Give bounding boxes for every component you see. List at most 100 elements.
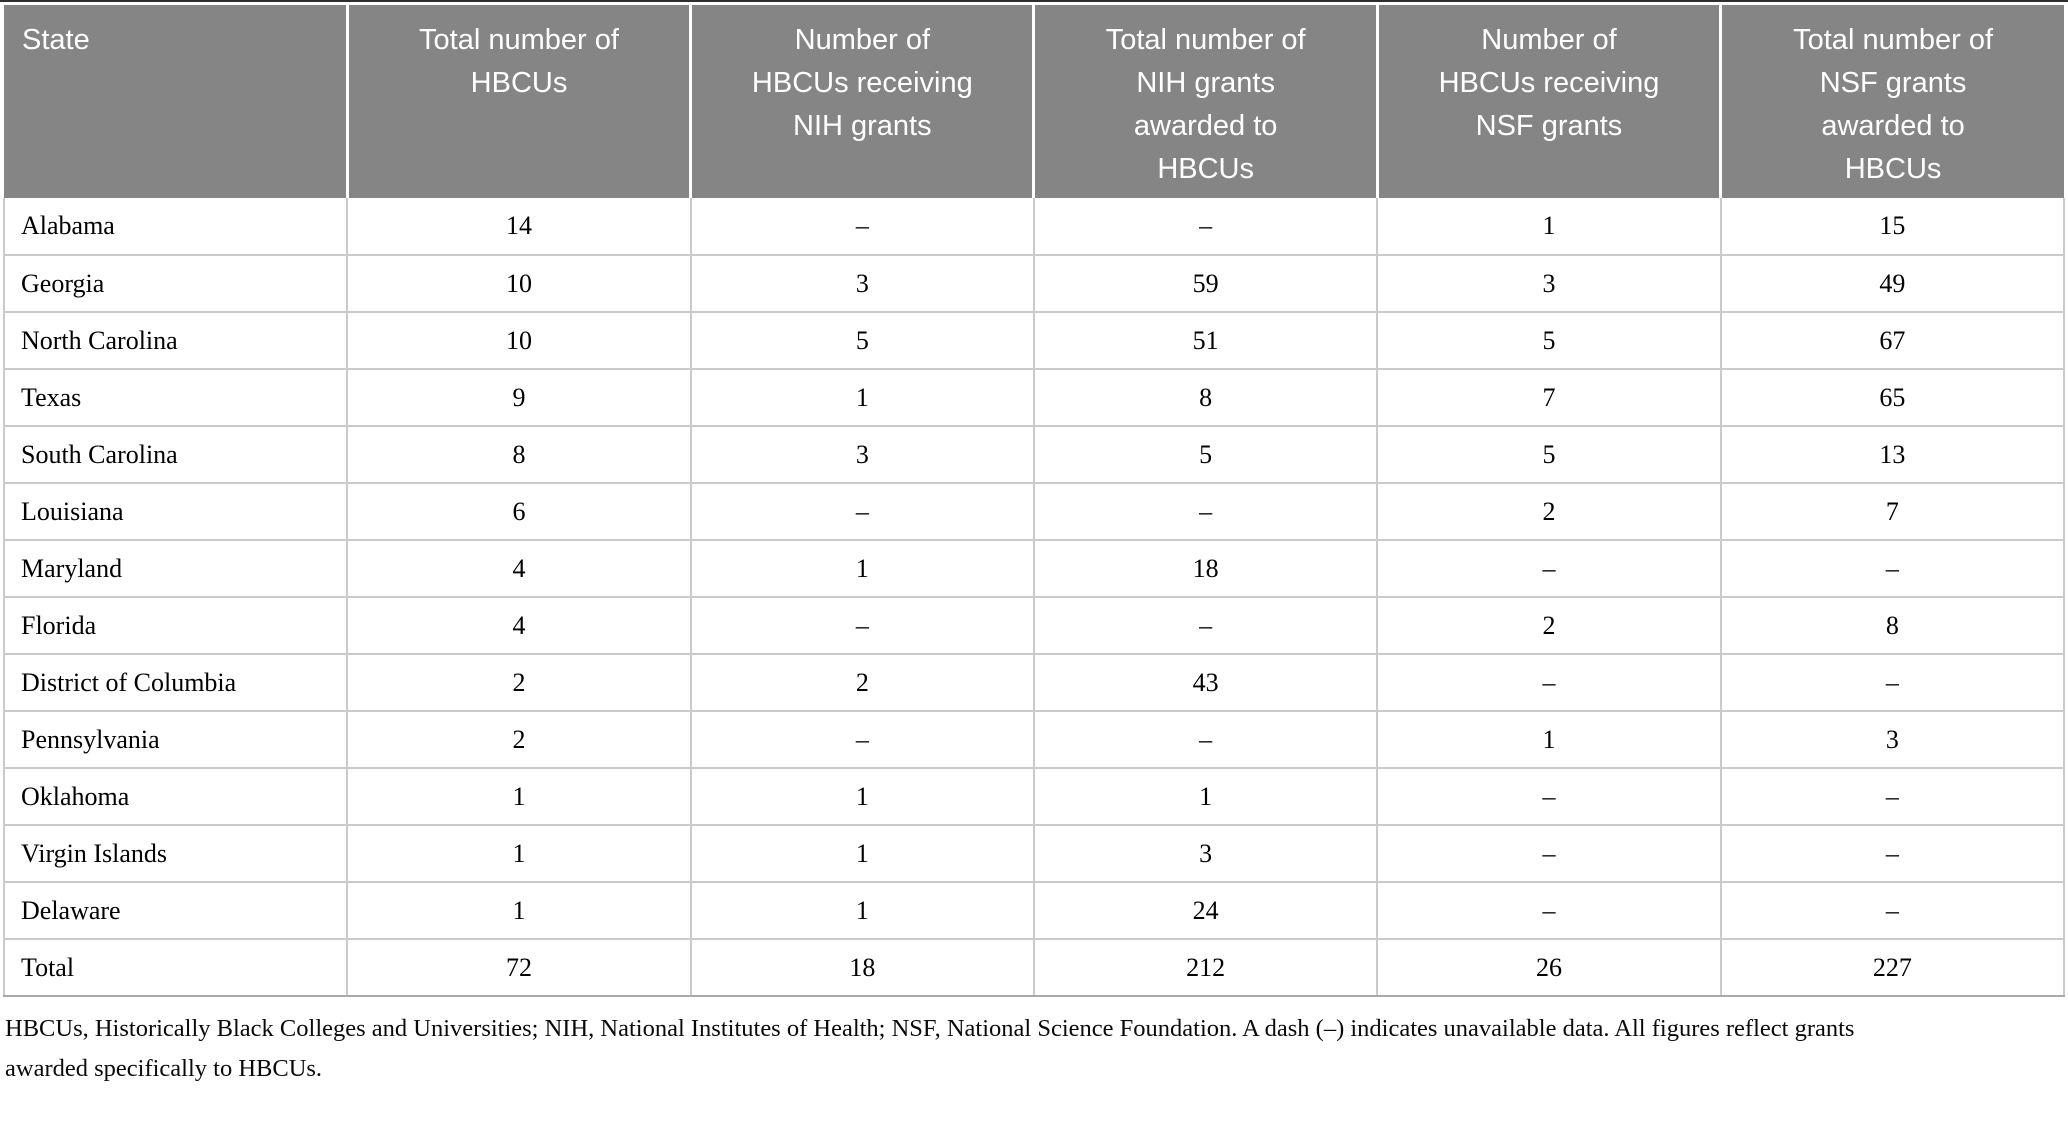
table-row: Georgia 10 3 59 3 49: [2, 255, 2066, 313]
value-cell: 5: [1032, 426, 1379, 484]
value-cell: 1: [346, 882, 692, 940]
value-cell: 3: [689, 426, 1035, 484]
value-cell: –: [1719, 654, 2066, 712]
column-header-hbcus-nih-grants: Number of HBCUs receiving NIH grants: [689, 5, 1034, 198]
table-figure: State Total number of HBCUs Number of HB…: [0, 0, 2068, 1082]
value-cell: 7: [1376, 369, 1722, 427]
table-row: North Carolina 10 5 51 5 67: [2, 312, 2066, 370]
column-header-hbcus-nsf-grants: Number of HBCUs receiving NSF grants: [1375, 5, 1721, 198]
table-row: Maryland 4 1 18 – –: [2, 540, 2066, 598]
value-cell: 4: [346, 597, 692, 655]
state-cell: Texas: [2, 369, 349, 427]
table-header: State Total number of HBCUs Number of HB…: [4, 5, 2064, 198]
value-cell: 1: [689, 882, 1035, 940]
state-cell: North Carolina: [2, 312, 349, 370]
value-cell: 8: [346, 426, 692, 484]
header-row: State Total number of HBCUs Number of HB…: [4, 5, 2064, 198]
value-cell: 51: [1032, 312, 1379, 370]
value-cell: 6: [346, 483, 692, 541]
state-cell: South Carolina: [2, 426, 349, 484]
value-cell: 67: [1719, 312, 2066, 370]
value-cell: 59: [1032, 255, 1379, 313]
value-cell: 26: [1376, 939, 1722, 997]
state-cell: Georgia: [2, 255, 349, 313]
value-cell: 1: [689, 768, 1035, 826]
value-cell: –: [689, 483, 1035, 541]
value-cell: –: [1376, 540, 1722, 598]
value-cell: 2: [346, 711, 692, 769]
state-cell: District of Columbia: [2, 654, 349, 712]
value-cell: –: [1719, 825, 2066, 883]
value-cell: 13: [1719, 426, 2066, 484]
value-cell: 1: [689, 540, 1035, 598]
table-row: Total 72 18 212 26 227: [2, 939, 2066, 997]
value-cell: 227: [1719, 939, 2066, 997]
state-cell: Oklahoma: [2, 768, 349, 826]
column-header-nih-grant-total: Total number of NIH grants awarded to HB…: [1032, 5, 1378, 198]
value-cell: –: [1032, 597, 1379, 655]
value-cell: 72: [346, 939, 692, 997]
value-cell: –: [689, 711, 1035, 769]
value-cell: 5: [1376, 312, 1722, 370]
value-cell: 3: [1376, 255, 1722, 313]
hbcu-grants-table: State Total number of HBCUs Number of HB…: [2, 5, 2066, 997]
table-row: Florida 4 – – 2 8: [2, 597, 2066, 655]
state-cell: Maryland: [2, 540, 349, 598]
state-cell: Total: [2, 939, 349, 997]
value-cell: –: [1376, 768, 1722, 826]
value-cell: 1: [346, 768, 692, 826]
value-cell: 18: [689, 939, 1035, 997]
value-cell: –: [1719, 768, 2066, 826]
table-row: Alabama 14 – – 1 15: [2, 198, 2066, 256]
value-cell: 3: [1032, 825, 1379, 883]
value-cell: 8: [1719, 597, 2066, 655]
value-cell: –: [1719, 540, 2066, 598]
value-cell: –: [1032, 198, 1379, 256]
state-cell: Alabama: [2, 198, 349, 256]
value-cell: –: [689, 597, 1035, 655]
state-cell: Pennsylvania: [2, 711, 349, 769]
value-cell: 8: [1032, 369, 1379, 427]
value-cell: 1: [1032, 768, 1379, 826]
state-cell: Florida: [2, 597, 349, 655]
value-cell: –: [1719, 882, 2066, 940]
value-cell: 3: [689, 255, 1035, 313]
value-cell: 1: [1376, 198, 1722, 256]
value-cell: 15: [1719, 198, 2066, 256]
value-cell: 5: [1376, 426, 1722, 484]
value-cell: 212: [1032, 939, 1379, 997]
table-row: Louisiana 6 – – 2 7: [2, 483, 2066, 541]
value-cell: 3: [1719, 711, 2066, 769]
value-cell: 4: [346, 540, 692, 598]
value-cell: –: [1032, 711, 1379, 769]
value-cell: 18: [1032, 540, 1379, 598]
state-cell: Virgin Islands: [2, 825, 349, 883]
table-row: Texas 9 1 8 7 65: [2, 369, 2066, 427]
value-cell: 2: [346, 654, 692, 712]
column-header-nsf-grant-total: Total number of NSF grants awarded to HB…: [1719, 5, 2064, 198]
value-cell: 1: [346, 825, 692, 883]
value-cell: 49: [1719, 255, 2066, 313]
table-body: Alabama 14 – – 1 15 Georgia 10 3 59 3 49…: [2, 198, 2066, 997]
value-cell: 10: [346, 255, 692, 313]
value-cell: 1: [689, 369, 1035, 427]
value-cell: 5: [689, 312, 1035, 370]
value-cell: 10: [346, 312, 692, 370]
table-row: Oklahoma 1 1 1 – –: [2, 768, 2066, 826]
column-header-state: State: [4, 5, 348, 198]
value-cell: –: [1376, 882, 1722, 940]
table-row: South Carolina 8 3 5 5 13: [2, 426, 2066, 484]
value-cell: 2: [689, 654, 1035, 712]
value-cell: 24: [1032, 882, 1379, 940]
value-cell: 43: [1032, 654, 1379, 712]
value-cell: 14: [346, 198, 692, 256]
value-cell: 9: [346, 369, 692, 427]
table-row: Delaware 1 1 24 – –: [2, 882, 2066, 940]
value-cell: 7: [1719, 483, 2066, 541]
value-cell: 65: [1719, 369, 2066, 427]
value-cell: 2: [1376, 483, 1722, 541]
value-cell: 1: [1376, 711, 1722, 769]
value-cell: –: [1376, 654, 1722, 712]
table-row: Pennsylvania 2 – – 1 3: [2, 711, 2066, 769]
value-cell: –: [1376, 825, 1722, 883]
